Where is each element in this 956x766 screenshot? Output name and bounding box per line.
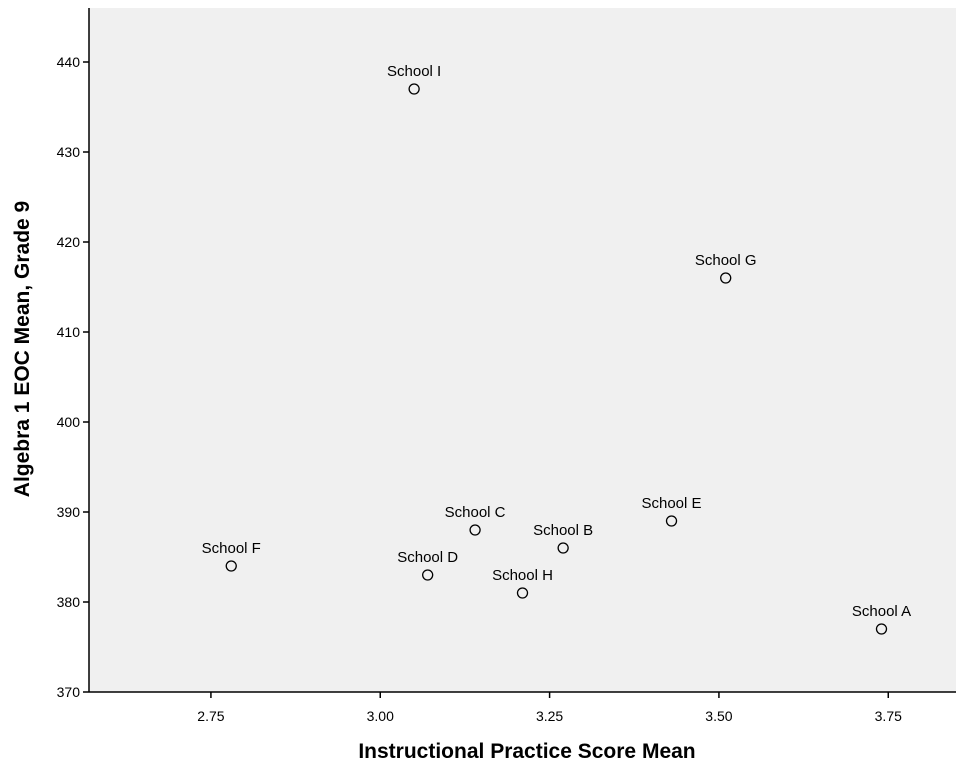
data-point [665,515,678,527]
data-point [408,83,420,95]
point-label: School E [641,495,701,512]
data-point [469,524,481,536]
point-label: School D [397,549,458,566]
data-point [422,569,434,581]
y-axis-title: Algebra 1 EOC Mean, Grade 9 [11,201,34,497]
data-point [557,542,569,554]
y-tick-label: 420 [57,234,81,250]
x-axis: 2.75 3.00 3.25 3.50 3.75 [89,691,956,724]
point-label: School G [695,252,757,269]
data-points: School A School B School C School D School E… [202,63,911,635]
data-point [720,272,732,284]
x-tick-label: 3.00 [367,708,394,724]
x-tick-label: 3.50 [705,708,732,724]
x-tick-label: 2.75 [197,708,224,724]
x-axis-title: Instructional Practice Score Mean [358,740,695,763]
data-point [516,587,529,599]
y-tick-label: 410 [57,324,81,340]
x-tick-label: 3.25 [536,708,563,724]
point-label: School A [852,603,911,620]
y-tick-label: 400 [57,414,81,430]
point-label: School B [533,522,593,539]
y-tick-label: 370 [57,684,81,700]
y-tick-label: 380 [57,594,81,610]
y-tick-label: 430 [57,144,81,160]
y-tick-label: 390 [57,504,81,520]
point-label: School C [445,504,506,521]
x-tick-label: 3.75 [875,708,902,724]
data-point [875,623,888,635]
data-point [225,560,237,572]
point-label: School F [202,540,261,557]
point-label: School H [492,567,553,584]
y-axis: 370 380 390 400 410 420 430 440 [57,8,90,700]
y-tick-label: 440 [57,54,81,70]
point-label: School I [387,63,441,80]
plot-area [89,8,956,692]
